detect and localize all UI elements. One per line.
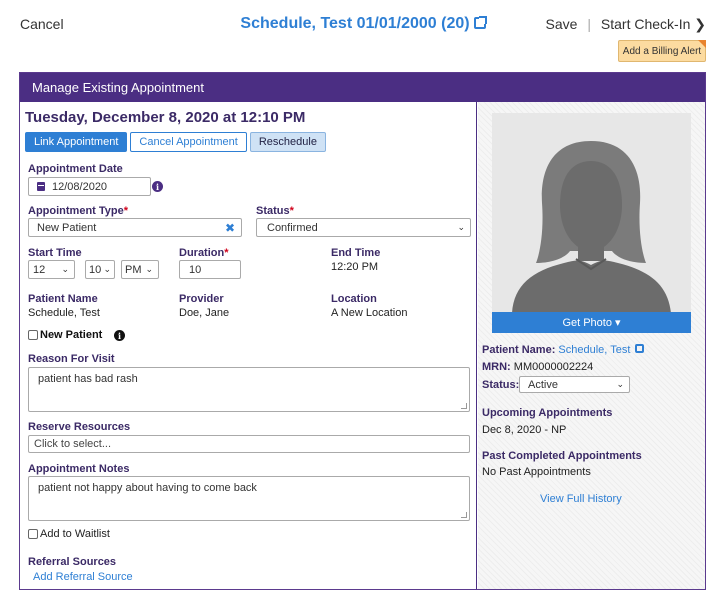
separator: | [587, 16, 591, 32]
patient-status-select[interactable]: Active ⌄ [519, 376, 630, 393]
appointment-type-label-text: Appointment Type [28, 205, 124, 217]
appointment-type-field[interactable]: New Patient ✖ [28, 218, 242, 237]
appointment-heading: Tuesday, December 8, 2020 at 12:10 PM [25, 109, 306, 126]
start-time-label: Start Time [28, 247, 82, 259]
avatar-silhouette [492, 113, 691, 313]
cancel-appointment-button[interactable]: Cancel Appointment [130, 132, 247, 152]
cancel-link[interactable]: Cancel [20, 16, 64, 32]
page-title-text[interactable]: Schedule, Test 01/01/2000 (20) [240, 15, 470, 32]
patient-name-label-text: Patient Name: [482, 344, 556, 356]
provider-value: Doe, Jane [179, 307, 230, 319]
appointment-date-label: Appointment Date [28, 163, 123, 175]
duration-value: 10 [189, 263, 202, 276]
reserve-resources-placeholder: Click to select... [34, 438, 112, 450]
provider-label: Provider [179, 293, 224, 305]
reason-for-visit-value: patient has bad rash [38, 373, 138, 385]
add-referral-source-link[interactable]: Add Referral Source [33, 571, 133, 583]
resize-handle[interactable] [461, 512, 467, 518]
required-mark: * [123, 205, 129, 217]
header-actions: Save | Start Check-In ❯ [546, 16, 706, 33]
upcoming-appointment-item[interactable]: Dec 8, 2020 - NP [482, 424, 567, 436]
waitlist-label: Add to Waitlist [40, 528, 110, 540]
end-time-value: 12:20 PM [331, 261, 379, 273]
past-appointments-label: Past Completed Appointments [482, 450, 642, 462]
status-label-text: Status [256, 205, 290, 217]
patient-name-label: Patient Name: Schedule, Test [482, 344, 645, 356]
duration-label-text: Duration [179, 247, 225, 259]
view-full-history-link[interactable]: View Full History [540, 493, 622, 505]
start-hour-select[interactable]: 12 ⌄ [28, 260, 75, 279]
patient-name-link[interactable]: Schedule, Test [558, 344, 631, 356]
appointment-actions: Link Appointment Cancel Appointment Resc… [25, 132, 326, 152]
info-icon[interactable]: i [152, 181, 163, 192]
chevron-down-icon: ⌄ [61, 264, 69, 274]
appointment-notes-label: Appointment Notes [28, 463, 130, 475]
reason-for-visit-textarea[interactable]: patient has bad rash [28, 367, 470, 412]
external-link-icon[interactable] [473, 16, 487, 29]
patient-status-label: Status: [482, 379, 520, 391]
info-icon[interactable]: i [114, 330, 125, 341]
get-photo-button[interactable]: Get Photo ▾ [492, 312, 691, 333]
manage-appointment-panel: Manage Existing Appointment Tuesday, Dec… [19, 72, 706, 590]
new-patient-label: New Patient [40, 329, 103, 341]
start-minute-value: 10 [89, 263, 102, 276]
appointment-type-value: New Patient [37, 221, 97, 234]
required-mark: * [289, 205, 294, 217]
duration-input[interactable]: 10 [179, 260, 241, 279]
start-checkin-link[interactable]: Start Check-In [600, 16, 691, 32]
chevron-right-icon[interactable]: ❯ [694, 16, 706, 32]
patient-status-value: Active [528, 378, 558, 391]
chevron-down-icon: ⌄ [145, 264, 153, 274]
required-mark: * [224, 247, 229, 259]
appointment-date-value: 12/08/2020 [52, 180, 108, 193]
appointment-notes-textarea[interactable]: patient not happy about having to come b… [28, 476, 470, 521]
chevron-down-icon: ⌄ [457, 222, 465, 232]
top-bar: Cancel Schedule, Test 01/01/2000 (20) Sa… [0, 0, 726, 72]
start-ampm-select[interactable]: PM ⌄ [121, 260, 159, 279]
appointment-date-field[interactable]: 12/08/2020 [28, 177, 151, 196]
appointment-type-label: Appointment Type* [28, 205, 128, 217]
appointment-notes-value: patient not happy about having to come b… [38, 482, 257, 494]
page-title[interactable]: Schedule, Test 01/01/2000 (20) [0, 15, 726, 33]
mrn-value: MM0000002224 [513, 361, 594, 373]
panel-header: Manage Existing Appointment [20, 73, 705, 102]
past-appointments-value: No Past Appointments [482, 466, 591, 478]
resize-handle[interactable] [461, 403, 467, 409]
status-label: Status* [256, 205, 294, 217]
save-link[interactable]: Save [545, 16, 578, 32]
reason-for-visit-label: Reason For Visit [28, 353, 115, 365]
chevron-down-icon: ⌄ [616, 379, 624, 389]
patient-name-label: Patient Name [28, 293, 98, 305]
external-link-icon[interactable] [635, 344, 645, 353]
start-ampm-value: PM [125, 263, 142, 276]
reschedule-button[interactable]: Reschedule [249, 132, 326, 152]
clear-x-icon[interactable]: ✖ [224, 221, 235, 235]
duration-label: Duration* [179, 247, 229, 259]
upcoming-appointments-label: Upcoming Appointments [482, 407, 613, 419]
appointment-form: Tuesday, December 8, 2020 at 12:10 PM Li… [20, 102, 477, 589]
link-appointment-button[interactable]: Link Appointment [25, 132, 128, 152]
location-label: Location [331, 293, 377, 305]
referral-sources-label: Referral Sources [28, 556, 117, 568]
mrn-label: MRN: [482, 361, 511, 373]
calendar-icon[interactable] [37, 182, 45, 191]
patient-summary: Get Photo ▾ Patient Name: Schedule, Test… [478, 102, 705, 589]
reserve-resources-label: Reserve Resources [28, 421, 131, 433]
new-patient-checkbox[interactable] [28, 330, 38, 340]
location-value: A New Location [331, 307, 408, 319]
status-select[interactable]: Confirmed ⌄ [256, 218, 471, 237]
patient-name-value: Schedule, Test [28, 307, 100, 319]
mrn-row: MRN: MM0000002224 [482, 361, 593, 373]
status-select-value: Confirmed [267, 221, 318, 234]
reserve-resources-select[interactable]: Click to select... [28, 435, 470, 453]
patient-photo [492, 113, 691, 313]
start-minute-select[interactable]: 10 ⌄ [85, 260, 115, 279]
start-hour-value: 12 [33, 263, 46, 276]
add-billing-alert-button[interactable]: Add a Billing Alert [618, 40, 706, 62]
chevron-down-icon: ⌄ [103, 264, 111, 274]
end-time-label: End Time [331, 247, 381, 259]
waitlist-checkbox[interactable] [28, 529, 38, 539]
